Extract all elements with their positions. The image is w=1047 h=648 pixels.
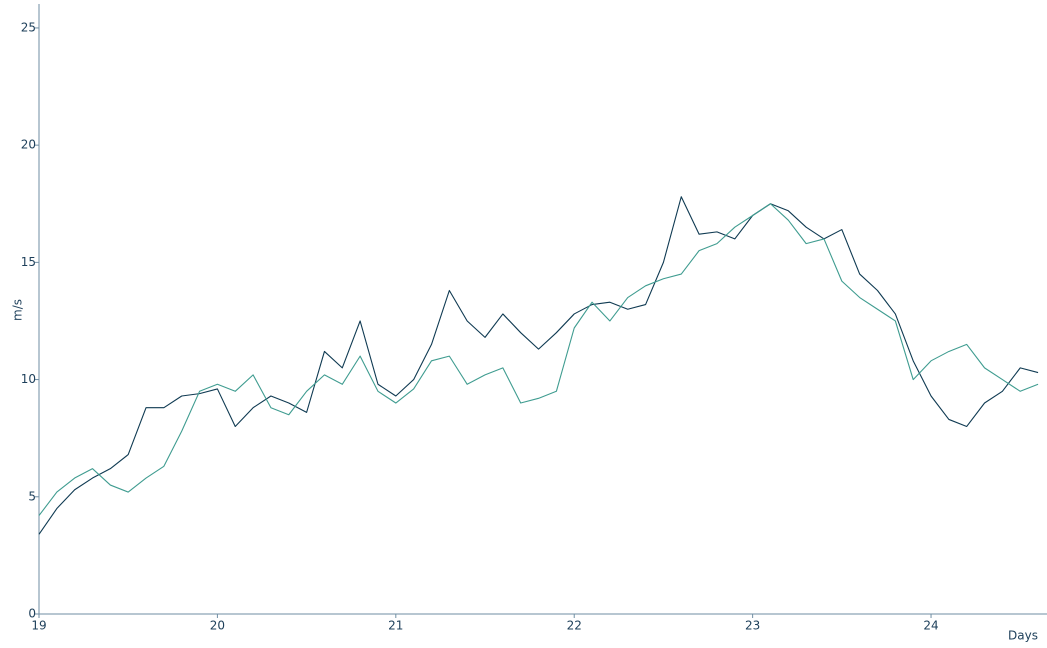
y-tick-label: 15 [21,255,36,269]
series-line [38,203,1039,516]
y-tick-label: 0 [28,607,36,621]
x-tick-label: 23 [745,619,760,633]
x-tick-label: 22 [567,619,582,633]
x-tick-label: 21 [388,619,403,633]
x-tick-label: 24 [923,619,938,633]
y-tick-label: 5 [28,489,36,503]
x-axis-label: Days [1008,629,1038,643]
y-tick-label: 25 [21,20,36,34]
y-tick-label: 20 [21,138,36,152]
x-tick-label: 19 [31,619,46,633]
y-axis-label: m/s [11,299,25,321]
y-tick-label: 10 [21,372,36,386]
x-tick-label: 20 [210,619,225,633]
series-line [38,196,1039,535]
